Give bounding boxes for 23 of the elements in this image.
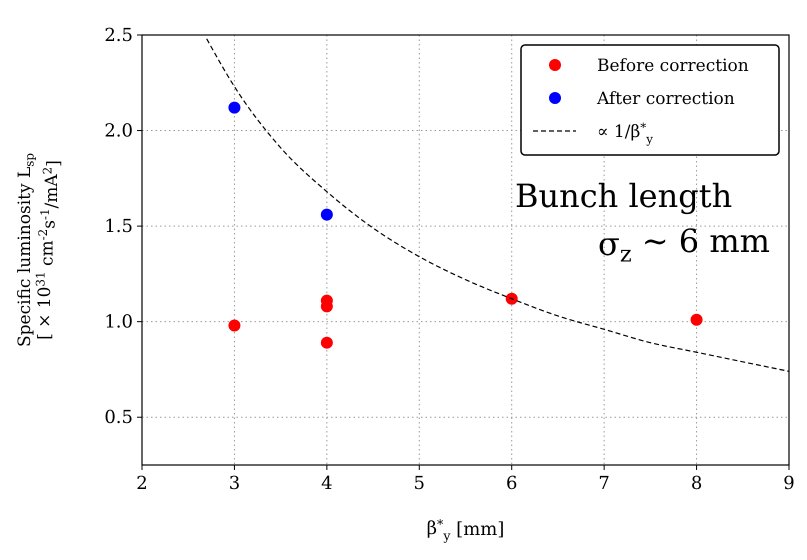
y-tick-label: 2.0 xyxy=(104,120,133,142)
y-tick-label: 0.5 xyxy=(104,407,133,428)
point xyxy=(228,319,240,332)
x-tick-label: 9 xyxy=(783,473,795,494)
annotation: Bunch length σ$_{z}$ ∼ 6 mm xyxy=(515,177,770,268)
x-axis-title: β$^{*}$$_{y}$ [mm] xyxy=(426,516,504,544)
x-tick-label: 5 xyxy=(414,473,426,494)
x-tick-label: 6 xyxy=(506,473,518,494)
point xyxy=(320,208,333,221)
y-tick-label: 2.5 xyxy=(104,25,133,46)
x-tick-label: 8 xyxy=(690,473,702,494)
y-tick-label: 1.5 xyxy=(104,216,133,238)
point xyxy=(690,314,703,326)
point xyxy=(228,102,240,114)
legend-label: Before correction xyxy=(597,56,749,76)
x-tick-label: 3 xyxy=(228,473,240,494)
point xyxy=(506,292,518,305)
x-tick-label: 4 xyxy=(321,473,333,494)
point xyxy=(320,336,333,349)
x-tick-label: 7 xyxy=(598,473,610,494)
y-tick-label: 1.0 xyxy=(104,312,133,333)
legend-label: After correction xyxy=(596,89,735,109)
x-tick-label: 2 xyxy=(136,473,148,494)
